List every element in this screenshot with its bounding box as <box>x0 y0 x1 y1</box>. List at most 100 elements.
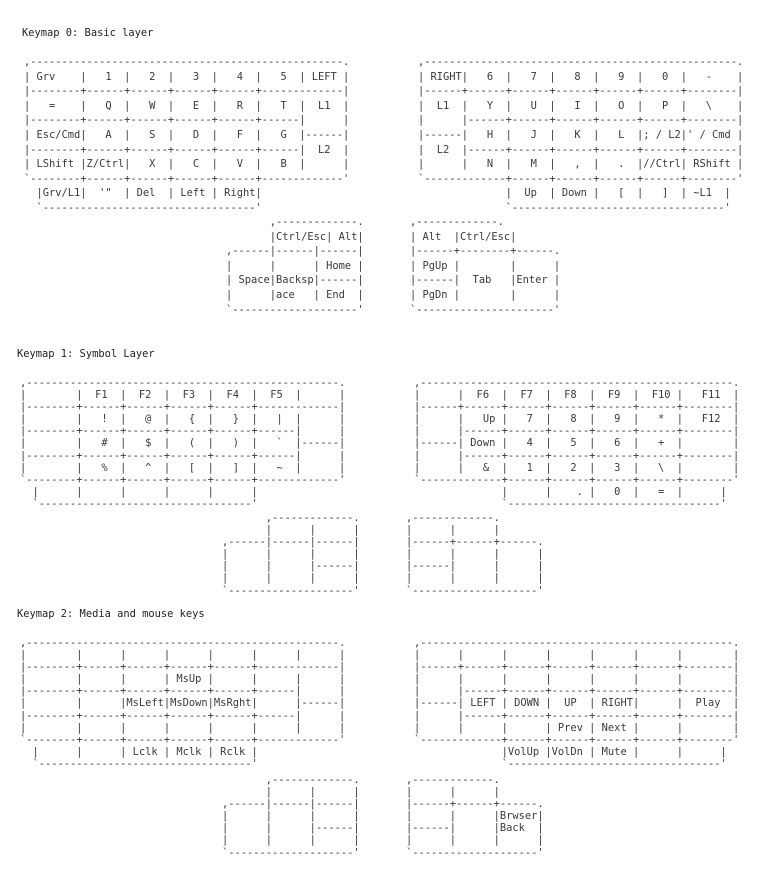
keymap-ascii-line: ,---------------------------------------… <box>20 377 346 389</box>
keymap-ascii-line: |VolUp |VolDn | Mute | | | <box>414 745 727 758</box>
keymap-ascii-line: |------| | | <box>406 560 544 573</box>
keymap-ascii-line: ,---------------------------------------… <box>418 56 744 68</box>
layer-1-right-thumb: ,-------------. | | | |------+------+-----… <box>406 512 544 597</box>
keymap-ascii-line: | | | <box>406 786 500 799</box>
keymap-ascii-line: | | | | | | <box>20 485 258 498</box>
keymap-ascii-line: | Esc/Cmd| A | S | D | F | G |------| <box>24 128 350 141</box>
keymap-ascii-line: `----------------------------------' <box>20 757 258 770</box>
keymap-ascii-line: ,-------------. <box>222 774 360 786</box>
keymap-ascii-line: |------+------+------. <box>406 798 544 811</box>
keymap-ascii-line: |Ctrl/Esc| Alt| <box>226 230 364 243</box>
keymap-ascii-line: `--------+------+------+------+------+--… <box>24 172 350 185</box>
keymap-ascii-line: `--------------------' <box>222 846 360 859</box>
keymap-ascii-line: | | | | <box>406 548 544 561</box>
keymap-ascii-line: | | Up | 7 | 8 | 9 | * | F12 | <box>414 413 740 426</box>
keymap-ascii-line: | | | <box>406 524 500 537</box>
keymap-ascii-line: |------| Tab |Enter | <box>410 274 561 287</box>
keymap-ascii-line: | | | | <box>406 834 544 847</box>
keymap-ascii-line: ,-------------. <box>222 512 360 524</box>
keymap-ascii-line: | |------+------+------+------+------+--… <box>414 425 740 438</box>
keymap-ascii-line: | | | | | | | | <box>414 649 740 662</box>
layer-2-right-thumb: ,-------------. | | | |------+------+-----… <box>406 774 544 859</box>
keymap-ascii-line: ,-------------. <box>410 216 504 228</box>
keymap-ascii-line: | LShift |Z/Ctrl| X | C | V | B | | <box>24 158 350 171</box>
keymap-ascii-line: |--------+------+------+------+------+--… <box>24 85 350 98</box>
keymap-ascii-line: | |ace | End | <box>226 288 364 301</box>
keymap-ascii-line: | | # | $ | ( | ) | ` |------| <box>20 437 346 450</box>
keymap-ascii-line: | | | | MsUp | | | | <box>20 673 346 686</box>
keymap-ascii-line: | | | | | | | | <box>20 721 346 734</box>
keymap-ascii-line: | | | | <box>406 572 544 585</box>
layer-0-title: Keymap 0: Basic layer <box>22 27 154 39</box>
keymap-ascii-line: | | | | <box>222 810 360 823</box>
keymap-ascii-line: |------| |Back | <box>406 822 544 835</box>
keymap-ascii-line: ,------|------|------| <box>226 245 364 258</box>
keymap-ascii-line: `--------------------' <box>222 584 360 597</box>
keymap-ascii-line: `-------------+------+------+------+----… <box>414 733 740 746</box>
keymap-ascii-line: | PgDn | | | <box>410 288 561 301</box>
keymap-ascii-line: | | | Home | <box>226 259 364 272</box>
keymap-ascii-line: `----------------------' <box>410 303 561 316</box>
keymap-ascii-line: | Alt |Ctrl/Esc| <box>410 230 517 243</box>
keymap-ascii-line: | | & | 1 | 2 | 3 | \ | | <box>414 461 740 474</box>
keymap-ascii-line: ,---------------------------------------… <box>24 56 350 68</box>
keymap-ascii-line: | | |MsLeft|MsDown|MsRght| |------| <box>20 697 346 710</box>
keymap-ascii-line: `-------------+------+------+------+----… <box>414 473 740 486</box>
keymap-ascii-line: |--------+------+------+------+------+--… <box>20 661 346 674</box>
keymap-ascii-line: `--------+------+------+------+------+--… <box>20 473 346 486</box>
keymap-ascii-line: ,------|------|------| <box>222 798 360 811</box>
keymap-ascii-line: | |------+------+------+------+------+--… <box>414 709 740 722</box>
keymap-ascii-line: | PgUp | | | <box>410 259 561 272</box>
keymap-ascii-line: | L2 |------+------+------+------+------… <box>418 143 744 156</box>
keymap-ascii-line: | | | | <box>222 572 360 585</box>
keymap-ascii-line: |------+------+------+------+------+----… <box>414 661 740 674</box>
keymap-ascii-line: `--------------------' <box>226 303 364 316</box>
keymap-ascii-line: | |------+------+------+------+------+--… <box>414 449 740 462</box>
layer-0-left-hand: ,---------------------------------------… <box>24 55 349 216</box>
keymap-ascii-line: | | | | <box>222 834 360 847</box>
keymap-ascii-line: |------+------+------+------+------+----… <box>414 401 740 414</box>
keymap-ascii-line: `----------------------------------' <box>414 497 727 510</box>
keymap-ascii-line: |------+------+------+------+------+----… <box>418 85 744 98</box>
keymap-ascii-line: | | | <box>222 524 360 537</box>
keymap-ascii-line: |--------+------+------+------+------+--… <box>20 709 346 722</box>
keymap-ascii-line: `----------------------------------' <box>418 201 731 214</box>
keymap-ascii-line: | | |------| <box>222 822 360 835</box>
keymap-ascii-line: | | | | | | | | <box>414 673 740 686</box>
keymap-ascii-line: |--------+------+------+------+------+--… <box>20 425 346 438</box>
keymap-ascii-line: `--------+------+------+------+------+--… <box>20 733 346 746</box>
keymap-ascii-line: |------+------+------. <box>406 536 544 549</box>
keymap-ascii-line: |--------+------+------+------+------+--… <box>24 114 350 127</box>
keymap-ascii-line: ,-------------. <box>226 216 364 228</box>
layer-1-title: Keymap 1: Symbol Layer <box>17 348 155 360</box>
layer-2-left-hand: ,---------------------------------------… <box>20 637 345 770</box>
keymap-ascii-line: |Grv/L1| '" | Del | Left | Right| <box>24 187 262 200</box>
keymap-ascii-line: ,------|------|------| <box>222 536 360 549</box>
keymap-ascii-line: | | | | | | | | <box>20 649 346 662</box>
keymap-ascii-line: | = | Q | W | E | R | T | L1 | <box>24 99 350 112</box>
keymap-ascii-line: ,-------------. <box>406 512 500 524</box>
keymap-ascii-line: ,-------------. <box>406 774 500 786</box>
keymap-ascii-line: |------| LEFT | DOWN | UP | RIGHT| | Pla… <box>414 697 740 710</box>
keymap-ascii-line: |--------+------+------+------+------+--… <box>20 685 346 698</box>
keymap-ascii-line: |--------+------+------+------+------+--… <box>20 449 346 462</box>
layer-0-left-thumb: ,-------------. |Ctrl/Esc| Alt| ,------|-… <box>226 215 364 317</box>
keymap-ascii-line: |--------+------+------+------+------+--… <box>20 401 346 414</box>
keymap-ascii-line: | | | | <box>222 548 360 561</box>
keymap-ascii-line: | | ! | @ | { | } | | | | <box>20 413 346 426</box>
keymap-ascii-line: |------| Down | 4 | 5 | 6 | + | | <box>414 437 740 450</box>
layer-1-left-thumb: ,-------------. | | | ,------|------|----… <box>222 512 360 597</box>
keymap-ascii-line: | Up | Down | [ | ] | ~L1 | <box>418 187 731 200</box>
keymap-ascii-line: |------+--------+------. <box>410 245 561 258</box>
keymap-ascii-line: | | % | ^ | [ | ] | ~ | | <box>20 461 346 474</box>
keymap-ascii-line: | RIGHT| 6 | 7 | 8 | 9 | 0 | - | <box>418 70 744 83</box>
keymap-ascii-line: | | F6 | F7 | F8 | F9 | F10 | F11 | <box>414 389 740 402</box>
layer-2-title: Keymap 2: Media and mouse keys <box>17 608 205 620</box>
keymap-ascii-line: `----------------------------------' <box>414 757 727 770</box>
keymap-ascii-line: | | . | 0 | = | | <box>414 485 727 498</box>
keymap-ascii-line: | |------+------+------+------+------+--… <box>414 685 740 698</box>
keymap-ascii-line: | Space|Backsp|------| <box>226 274 364 287</box>
keymap-ascii-line: |--------+------+------+------+------+--… <box>24 143 350 156</box>
keymap-ascii-line: `----------------------------------' <box>20 497 258 510</box>
layer-2-right-hand: ,---------------------------------------… <box>414 637 739 770</box>
